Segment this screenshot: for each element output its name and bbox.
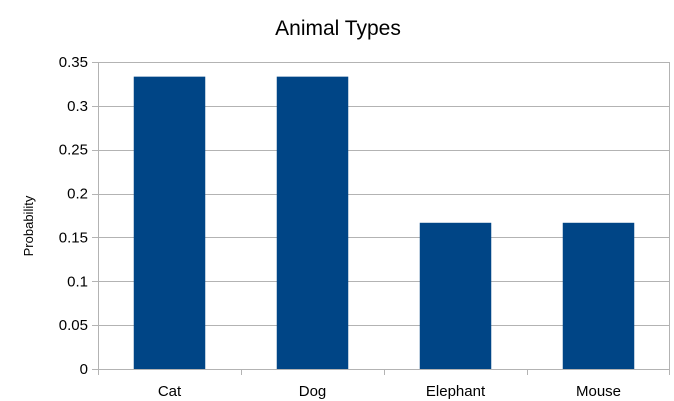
y-tick-label: 0.05 bbox=[59, 317, 88, 334]
y-tick-label: 0.25 bbox=[59, 142, 88, 159]
y-tick-labels: 0 0.05 0.1 0.15 0.2 0.25 0.3 0.35 bbox=[59, 54, 88, 378]
bar-elephant bbox=[419, 222, 492, 369]
bar-mouse bbox=[562, 222, 635, 369]
bars bbox=[133, 76, 635, 369]
y-tick-label: 0.35 bbox=[59, 54, 88, 71]
x-tick-label: Dog bbox=[299, 383, 327, 400]
chart-title: Animal Types bbox=[275, 17, 401, 40]
bar-dog bbox=[276, 76, 349, 369]
x-tick-label: Elephant bbox=[426, 383, 486, 400]
bar-cat bbox=[133, 76, 206, 369]
axes bbox=[98, 62, 670, 375]
x-tick-label: Mouse bbox=[576, 383, 621, 400]
y-tick-label: 0.3 bbox=[67, 98, 88, 115]
y-tick-label: 0.1 bbox=[67, 273, 88, 290]
y-tick-label: 0.15 bbox=[59, 229, 88, 246]
x-tick-labels: Cat Dog Elephant Mouse bbox=[158, 383, 621, 400]
x-tick-label: Cat bbox=[158, 383, 182, 400]
y-tick-label: 0.2 bbox=[67, 186, 88, 203]
y-tick-label: 0 bbox=[80, 361, 88, 378]
y-axis-label: Probability bbox=[21, 195, 36, 256]
